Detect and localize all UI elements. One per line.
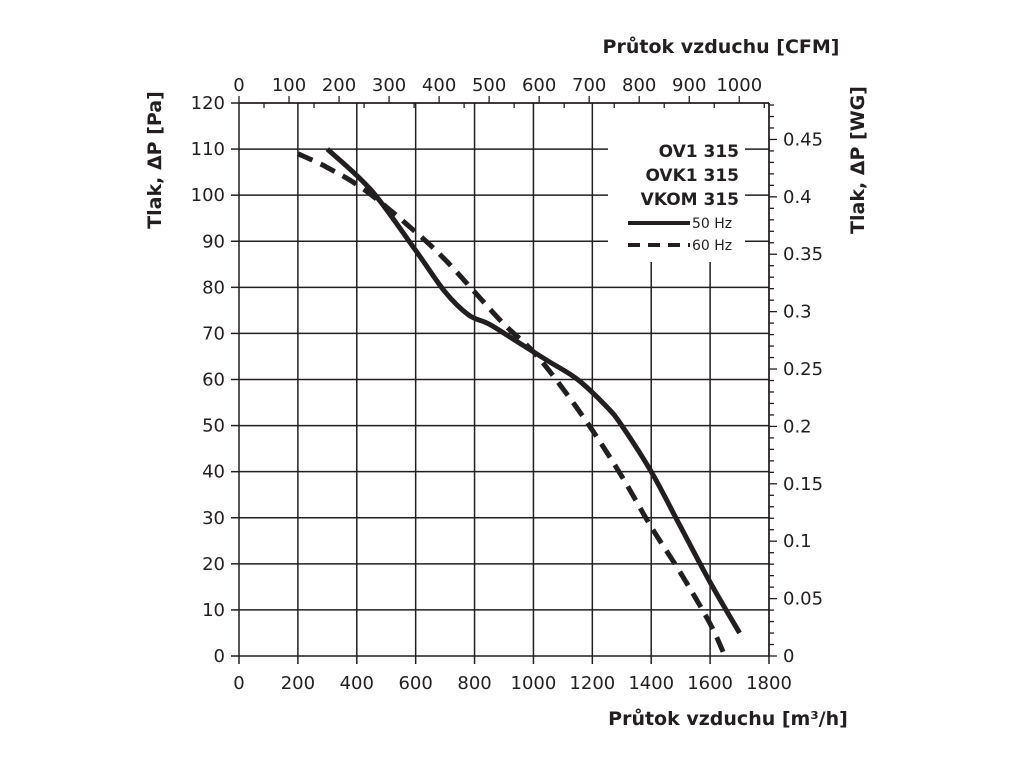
x-tick-label: 1200 — [569, 673, 615, 694]
y-right-tick-label: 0.2 — [783, 416, 812, 437]
y-right-tick-label: 0.05 — [783, 589, 823, 610]
y-right-tick-label: 0.15 — [783, 474, 823, 495]
x-tick-label: 400 — [340, 673, 374, 694]
curve-50hz — [325, 147, 742, 635]
x-top-tick-label: 600 — [522, 75, 556, 96]
y-tick-label: 60 — [202, 370, 225, 391]
y-right-tick-label: 0.4 — [783, 187, 812, 208]
legend-label: 50 Hz — [692, 216, 732, 232]
x-top-tick-label: 1000 — [716, 75, 762, 96]
x-top-tick-label: 700 — [572, 75, 606, 96]
x-top-tick-label: 400 — [422, 75, 456, 96]
x-tick-label: 1000 — [511, 673, 557, 694]
x-top-tick-label: 100 — [272, 75, 306, 96]
y-right-tick-label: 0.45 — [783, 129, 823, 150]
y-right-tick-label: 0 — [783, 646, 794, 667]
curves — [296, 147, 742, 658]
y-tick-label: 40 — [202, 462, 225, 483]
legend-model-name: VKOM 315 — [641, 190, 739, 210]
legend-model-name: OVK1 315 — [645, 166, 739, 186]
legend-model-name: OV1 315 — [659, 142, 739, 162]
y-tick-label: 20 — [202, 554, 225, 575]
y-tick-label: 100 — [191, 185, 225, 206]
y-right-tick-label: 0.1 — [783, 531, 812, 552]
axis-ticks: 0 200 400 600 800 1000 1200 1400 1600 18000102030… — [191, 75, 823, 694]
y-tick-label: 70 — [202, 323, 225, 344]
y-right-tick-label: 0.35 — [783, 244, 823, 265]
x-top-tick-label: 500 — [472, 75, 506, 96]
x-top-tick-label: 0 — [233, 75, 244, 96]
curve-60hz — [296, 151, 728, 658]
x-tick-label: 1400 — [628, 673, 674, 694]
legend: OV1 315 OVK1 315 VKOM 315 50 Hz 60 Hz — [628, 142, 739, 254]
y-right-tick-label: 0.25 — [783, 359, 823, 380]
x-top-tick-label: 800 — [622, 75, 656, 96]
y-right-axis-title: Tlak, ΔP [WG] — [847, 86, 869, 234]
legend-label: 60 Hz — [692, 238, 732, 254]
x-tick-label: 1800 — [746, 673, 792, 694]
y-tick-label: 50 — [202, 416, 225, 437]
x-tick-label: 600 — [398, 673, 432, 694]
y-tick-label: 90 — [202, 231, 225, 252]
x-tick-label: 1600 — [687, 673, 733, 694]
x-tick-label: 200 — [281, 673, 315, 694]
y-right-tick-label: 0.3 — [783, 302, 812, 323]
x-top-tick-label: 200 — [322, 75, 356, 96]
y-tick-label: 30 — [202, 508, 225, 529]
y-tick-label: 110 — [191, 139, 225, 160]
x-top-axis-title: Průtok vzduchu [CFM] — [603, 35, 840, 58]
y-tick-label: 80 — [202, 277, 225, 298]
y-axis-title: Tlak, ΔP [Pa] — [144, 91, 166, 229]
y-tick-label: 0 — [214, 646, 225, 667]
x-top-tick-label: 900 — [672, 75, 706, 96]
x-tick-label: 0 — [233, 673, 244, 694]
x-top-tick-label: 300 — [372, 75, 406, 96]
x-axis-title: Průtok vzduchu [m³/h] — [608, 707, 848, 730]
y-tick-label: 10 — [202, 600, 225, 621]
y-tick-label: 120 — [191, 93, 225, 114]
x-tick-label: 800 — [457, 673, 491, 694]
